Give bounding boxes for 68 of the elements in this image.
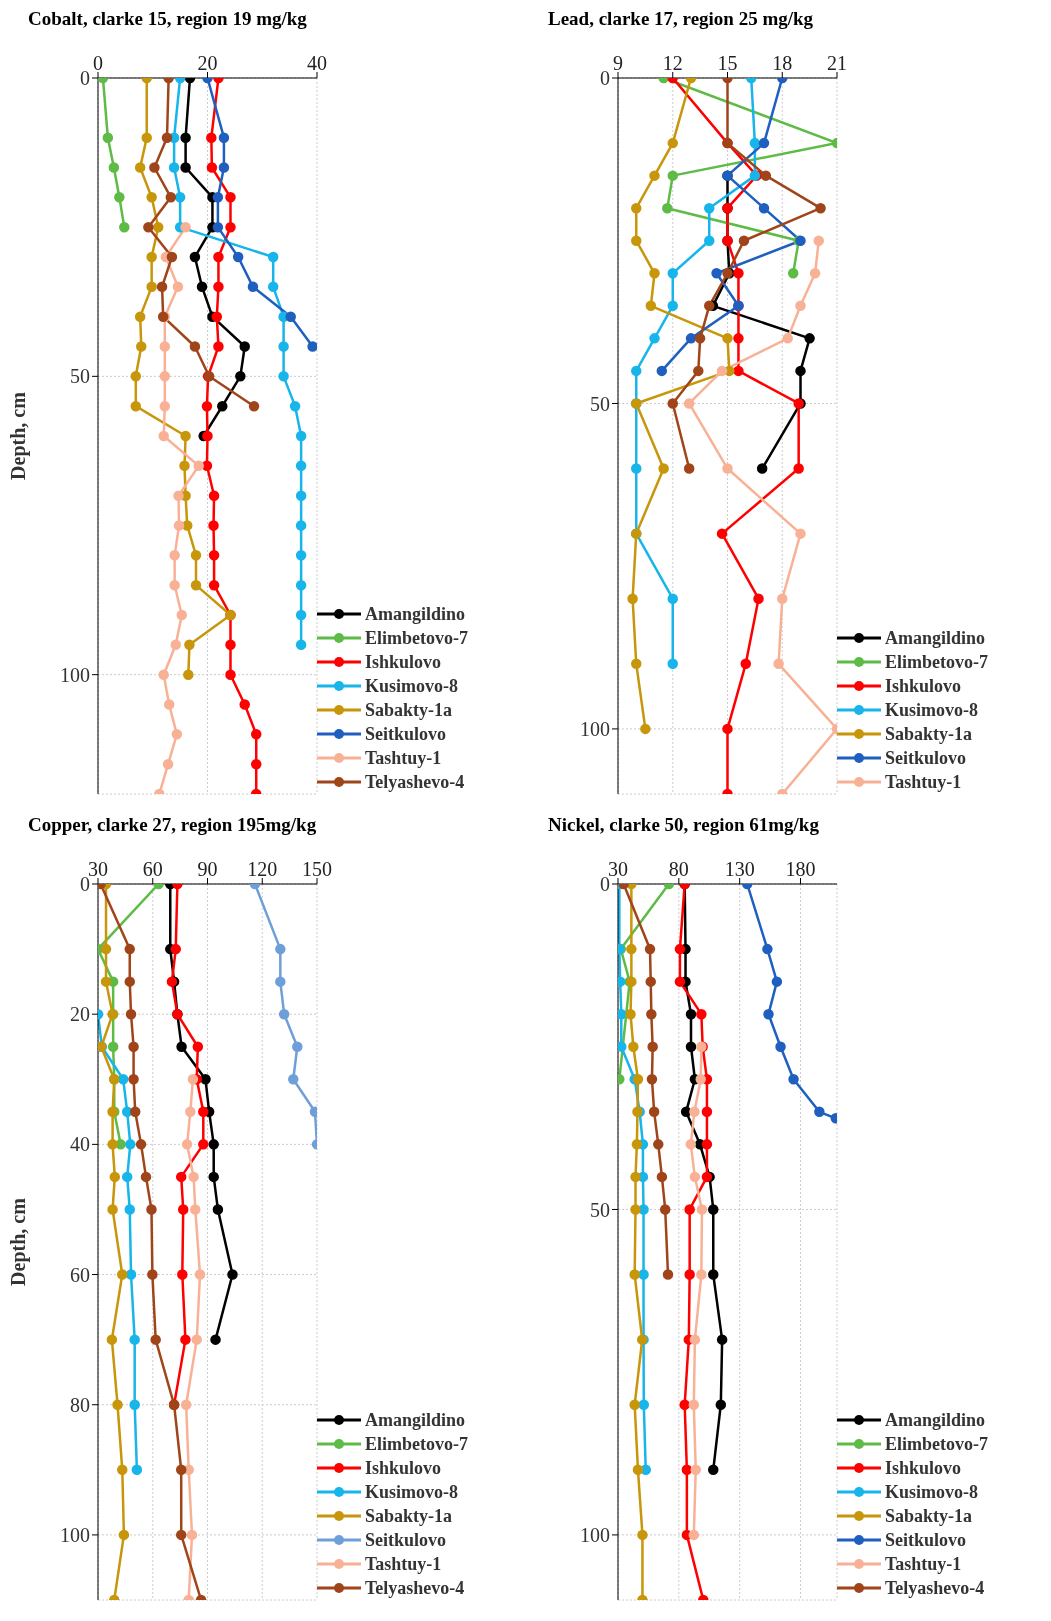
y-tick-label: 60 [70,1263,90,1286]
legend-label: Telyashevo-4 [365,1577,465,1599]
chart-title: Nickel, clarke 50, region 61mg/kg [547,814,820,837]
y-tick-label: 0 [80,873,90,896]
x-tick-label: 120 [247,858,278,880]
y-tick-label: 0 [600,67,610,90]
legend-label: Seitkulovo [885,747,967,769]
y-tick-label: 100 [580,718,610,741]
legend-label: Kusimovo-8 [365,675,459,697]
y-tick-label: 100 [60,1524,90,1547]
legend-label: Tashtuy-1 [885,1553,962,1575]
x-tick-label: 15 [717,52,738,74]
y-tick-label: 100 [580,1524,610,1547]
legend-label: Telyashevo-4 [365,771,465,793]
x-tick-label: 90 [197,858,218,880]
x-tick-label: 20 [197,52,218,74]
legend-label: Amangildino [885,1409,986,1431]
x-tick-label: 80 [668,858,689,880]
legend-label: Ishkulovo [365,651,442,673]
legend-label: Amangildino [885,627,986,649]
y-tick-label: 0 [600,873,610,896]
legend-label: Seitkulovo [885,1529,967,1551]
x-tick-label: 21 [827,52,847,74]
legend-label: Seitkulovo [365,1529,447,1551]
x-tick-label: 18 [772,52,793,74]
x-tick-label: 12 [662,52,683,74]
legend-label: Sabakty-1a [365,1505,453,1527]
y-axis-title: Depth, cm [7,1197,31,1286]
x-tick-label: 60 [142,858,163,880]
legend-label: Elimbetovo-7 [365,627,468,649]
y-tick-label: 40 [70,1133,90,1156]
y-tick-label: 50 [590,1198,610,1221]
legend-label: Amangildino [365,1409,466,1431]
legend-label: Ishkulovo [365,1457,442,1479]
legend-label: Telyashevo-4 [885,1577,985,1599]
legend-label: Tashtuy-1 [365,1553,442,1575]
legend-label: Elimbetovo-7 [365,1433,468,1455]
legend-label: Sabakty-1a [885,723,973,745]
legend-label: Kusimovo-8 [365,1481,459,1503]
chart-title: Cobalt, clarke 15, region 19 mg/kg [27,8,308,31]
x-tick-label: 30 [88,858,108,880]
legend-label: Elimbetovo-7 [885,1433,988,1455]
y-tick-label: 50 [590,392,610,415]
y-tick-label: 100 [60,663,90,686]
y-axis-title: Depth, cm [7,391,31,480]
x-tick-label: 9 [613,52,623,74]
y-tick-label: 0 [80,67,90,90]
chart-title: Copper, clarke 27, region 195mg/kg [27,814,318,837]
x-tick-label: 30 [608,858,628,880]
legend-label: Ishkulovo [885,675,962,697]
y-tick-label: 50 [70,365,90,388]
y-tick-label: 80 [70,1393,90,1416]
legend-label: Tashtuy-1 [365,747,442,769]
x-tick-label: 40 [307,52,327,74]
legend-label: Tashtuy-1 [885,771,962,793]
legend-label: Sabakty-1a [365,699,453,721]
legend-label: Ishkulovo [885,1457,962,1479]
legend-label: Sabakty-1a [885,1505,973,1527]
x-tick-label: 130 [724,858,755,880]
x-tick-label: 180 [785,858,816,880]
legend-label: Amangildino [365,603,466,625]
x-tick-label: 150 [302,858,332,880]
legend-label: Elimbetovo-7 [885,651,988,673]
legend-label: Kusimovo-8 [885,1481,979,1503]
legend-label: Seitkulovo [365,723,447,745]
chart-title: Lead, clarke 17, region 25 mg/kg [547,8,815,31]
legend-label: Kusimovo-8 [885,699,979,721]
y-tick-label: 20 [70,1003,90,1026]
